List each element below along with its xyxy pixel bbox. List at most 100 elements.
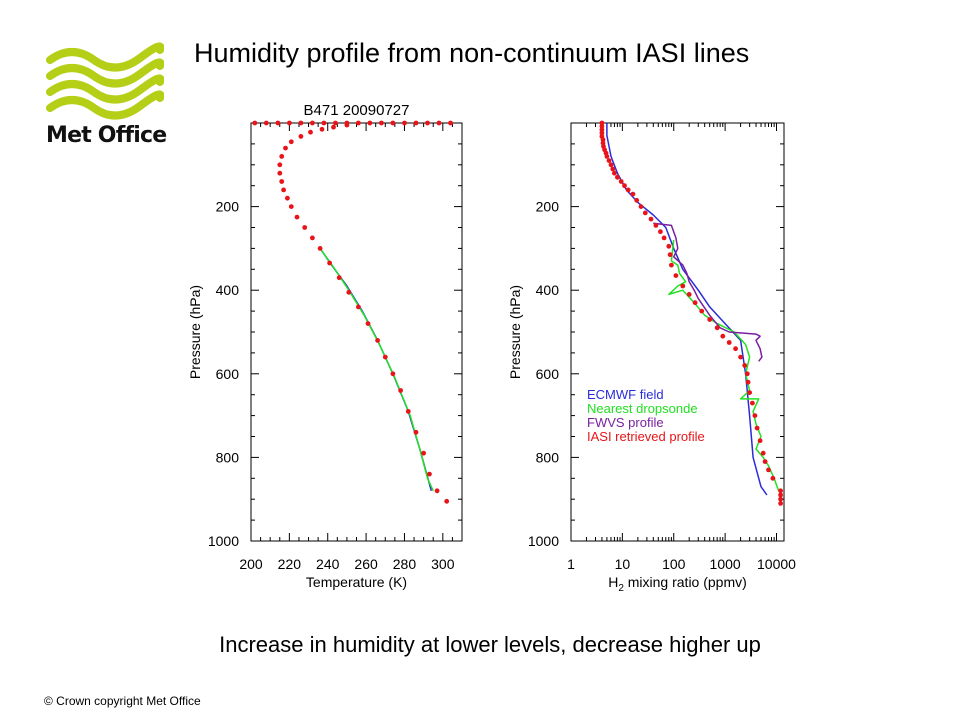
data-point-iasi	[390, 371, 396, 377]
legend-entry-ecmwf: ECMWF field	[587, 387, 664, 402]
data-point-iasi	[379, 120, 384, 126]
legend-entry-fwvs: FWVS profile	[587, 415, 664, 430]
data-point-iasi	[310, 235, 315, 241]
data-point-iasi	[778, 496, 783, 502]
data-point-iasi	[321, 120, 327, 126]
data-point-iasi	[413, 120, 419, 126]
y-tick-label: 800	[536, 449, 560, 465]
data-point-iasi	[413, 429, 419, 435]
x-tick-label: 10000	[757, 556, 796, 572]
data-point-iasi	[634, 197, 640, 203]
legend-entry-iasi: IASI retrieved profile	[587, 429, 705, 444]
data-point-iasi	[714, 325, 720, 331]
data-point-iasi	[622, 183, 627, 189]
y-tick-label: 200	[536, 199, 560, 215]
data-point-iasi	[402, 120, 407, 126]
data-point-iasi	[285, 195, 290, 201]
data-point-iasi	[390, 120, 396, 126]
data-point-iasi	[288, 139, 294, 145]
series-line-dropsonde	[319, 247, 434, 492]
plot-frame	[250, 122, 463, 542]
data-point-iasi	[375, 338, 380, 343]
data-point-iasi	[673, 273, 679, 278]
data-point-iasi	[319, 126, 325, 132]
data-point-iasi	[661, 235, 667, 241]
x-axis-label: H2 mixing ratio (ppmv)	[608, 574, 747, 594]
series-line-ecmwf	[606, 123, 768, 496]
copyright-text: © Crown copyright Met Office	[44, 694, 201, 708]
x-tick-label: 220	[278, 556, 302, 572]
logo-waves-icon	[46, 42, 165, 120]
data-point-iasi	[744, 371, 750, 377]
data-point-iasi	[302, 225, 308, 230]
data-point-iasi	[745, 379, 751, 385]
data-point-iasi	[599, 127, 605, 133]
data-point-iasi	[778, 501, 783, 506]
series-line-fwvs	[653, 222, 763, 362]
data-point-iasi	[750, 400, 755, 406]
data-point-iasi	[448, 120, 453, 126]
data-point-iasi	[331, 124, 336, 130]
y-tick-label: 200	[216, 199, 240, 215]
data-point-iasi	[277, 170, 283, 176]
data-point-iasi	[760, 450, 766, 456]
chart-title: B471 20090727	[304, 102, 410, 119]
data-point-iasi	[653, 223, 659, 228]
data-point-iasi	[405, 409, 411, 414]
data-point-iasi	[742, 363, 748, 368]
data-point-iasi	[287, 120, 292, 126]
data-point-iasi	[630, 191, 636, 197]
y-tick-label: 1000	[208, 533, 239, 549]
series-line-ecmwf	[319, 247, 433, 491]
data-point-iasi	[757, 438, 763, 444]
data-point-iasi	[333, 120, 338, 126]
data-point-iasi	[275, 120, 281, 126]
data-point-iasi	[252, 120, 258, 126]
data-point-iasi	[365, 321, 371, 326]
data-point-iasi	[281, 187, 286, 193]
data-point-iasi	[327, 260, 332, 266]
data-point-iasi	[604, 154, 610, 159]
data-point-iasi	[599, 120, 605, 126]
chart-panel-1: 200 220 240 260 280 300 200 400 600 800 1000 Temper…	[187, 102, 463, 590]
data-point-iasi	[356, 120, 361, 126]
logo-text: Met Office	[46, 123, 167, 148]
x-tick-label: 260	[354, 556, 378, 572]
data-point-iasi	[308, 129, 313, 135]
data-point-iasi	[770, 475, 776, 481]
data-point-iasi	[720, 333, 726, 339]
data-point-iasi	[625, 187, 631, 193]
data-point-iasi	[752, 413, 758, 418]
data-point-iasi	[436, 120, 442, 126]
y-axis-label: Pressure (hPa)	[507, 285, 523, 379]
data-point-iasi	[610, 166, 616, 172]
data-point-iasi	[638, 204, 644, 210]
y-tick-label: 400	[536, 282, 560, 298]
data-point-iasi	[778, 492, 783, 498]
y-tick-label: 400	[216, 282, 240, 298]
data-point-iasi	[310, 120, 315, 126]
data-point-iasi	[427, 471, 432, 477]
y-tick-label: 600	[216, 366, 240, 382]
logo-waves	[46, 42, 165, 120]
slide-title: Humidity profile from non-continuum IASI…	[194, 38, 750, 68]
data-point-iasi	[398, 388, 403, 393]
data-point-iasi	[294, 214, 300, 220]
data-point-iasi	[298, 120, 304, 126]
data-point-iasi	[421, 450, 426, 456]
data-point-iasi	[658, 229, 663, 235]
y-tick-label: 1000	[528, 533, 559, 549]
data-point-iasi	[344, 122, 350, 128]
y-tick-label: 600	[536, 366, 560, 382]
slide-subtitle: Increase in humidity at lower levels, de…	[219, 632, 761, 657]
x-tick-label: 240	[316, 556, 340, 572]
x-tick-label: 1000	[710, 556, 741, 572]
met-office-logo	[44, 42, 165, 152]
data-point-iasi	[277, 162, 283, 168]
data-point-iasi	[692, 300, 698, 306]
y-axis-label: Pressure (hPa)	[187, 285, 203, 379]
x-tick-label: 200	[239, 556, 263, 572]
series-group	[252, 120, 453, 504]
